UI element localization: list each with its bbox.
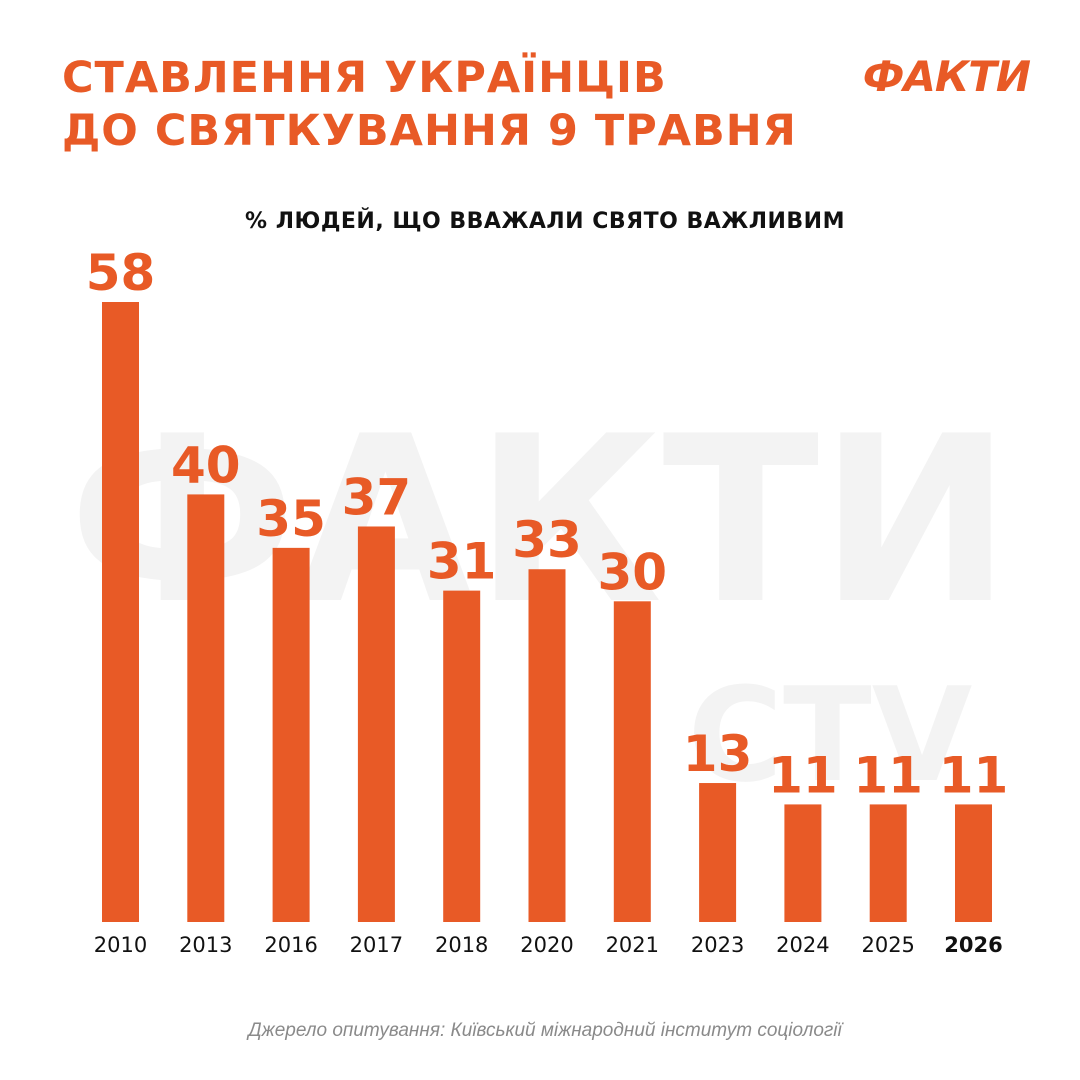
bar-2016 [272, 547, 310, 922]
source-note: Джерело опитування: Київський міжнародни… [248, 1020, 842, 1041]
value-label-2010: 58 [86, 244, 156, 302]
title-line-1: СТАВЛЕННЯ УКРАЇНЦІВ [62, 53, 667, 103]
x-tick-2010: 2010 [94, 933, 147, 957]
value-label-2026: 11 [939, 746, 1009, 804]
x-tick-2018: 2018 [435, 933, 488, 957]
value-label-2020: 33 [512, 511, 582, 569]
bar-2018 [443, 590, 481, 922]
x-tick-2021: 2021 [606, 933, 659, 957]
x-tick-2020: 2020 [520, 933, 573, 957]
value-label-2018: 31 [427, 533, 497, 591]
x-tick-2025: 2025 [861, 933, 914, 957]
bar-2025 [869, 804, 907, 922]
chart-title: % ЛЮДЕЙ, ЩО ВВАЖАЛИ СВЯТО ВАЖЛИВИМ [245, 209, 845, 234]
value-label-2016: 35 [256, 490, 326, 548]
brand-logo: ФАКТИ [862, 52, 1031, 101]
value-label-2021: 30 [598, 543, 668, 601]
bar-2026 [955, 804, 992, 922]
value-label-2013: 40 [171, 436, 241, 494]
page-title: СТАВЛЕННЯ УКРАЇНЦІВ ДО СВЯТКУВАННЯ 9 ТРА… [62, 52, 797, 158]
x-tick-2013: 2013 [179, 933, 232, 957]
x-tick-2016: 2016 [264, 933, 317, 957]
bar-2021 [613, 601, 651, 922]
title-line-2: ДО СВЯТКУВАННЯ 9 ТРАВНЯ [62, 106, 797, 156]
bar-2010 [102, 302, 139, 922]
value-label-2024: 11 [768, 746, 838, 804]
bar-2023 [699, 783, 737, 922]
x-tick-2026: 2026 [944, 933, 1002, 957]
bar-2024 [784, 804, 822, 922]
bar-2017 [357, 526, 395, 922]
x-tick-2024: 2024 [776, 933, 829, 957]
value-label-2017: 37 [342, 468, 412, 526]
bar-2020 [528, 569, 566, 922]
x-tick-2017: 2017 [350, 933, 403, 957]
x-tick-2023: 2023 [691, 933, 744, 957]
value-label-2023: 13 [683, 725, 753, 783]
bar-2013 [187, 494, 225, 922]
value-label-2025: 11 [853, 746, 923, 804]
